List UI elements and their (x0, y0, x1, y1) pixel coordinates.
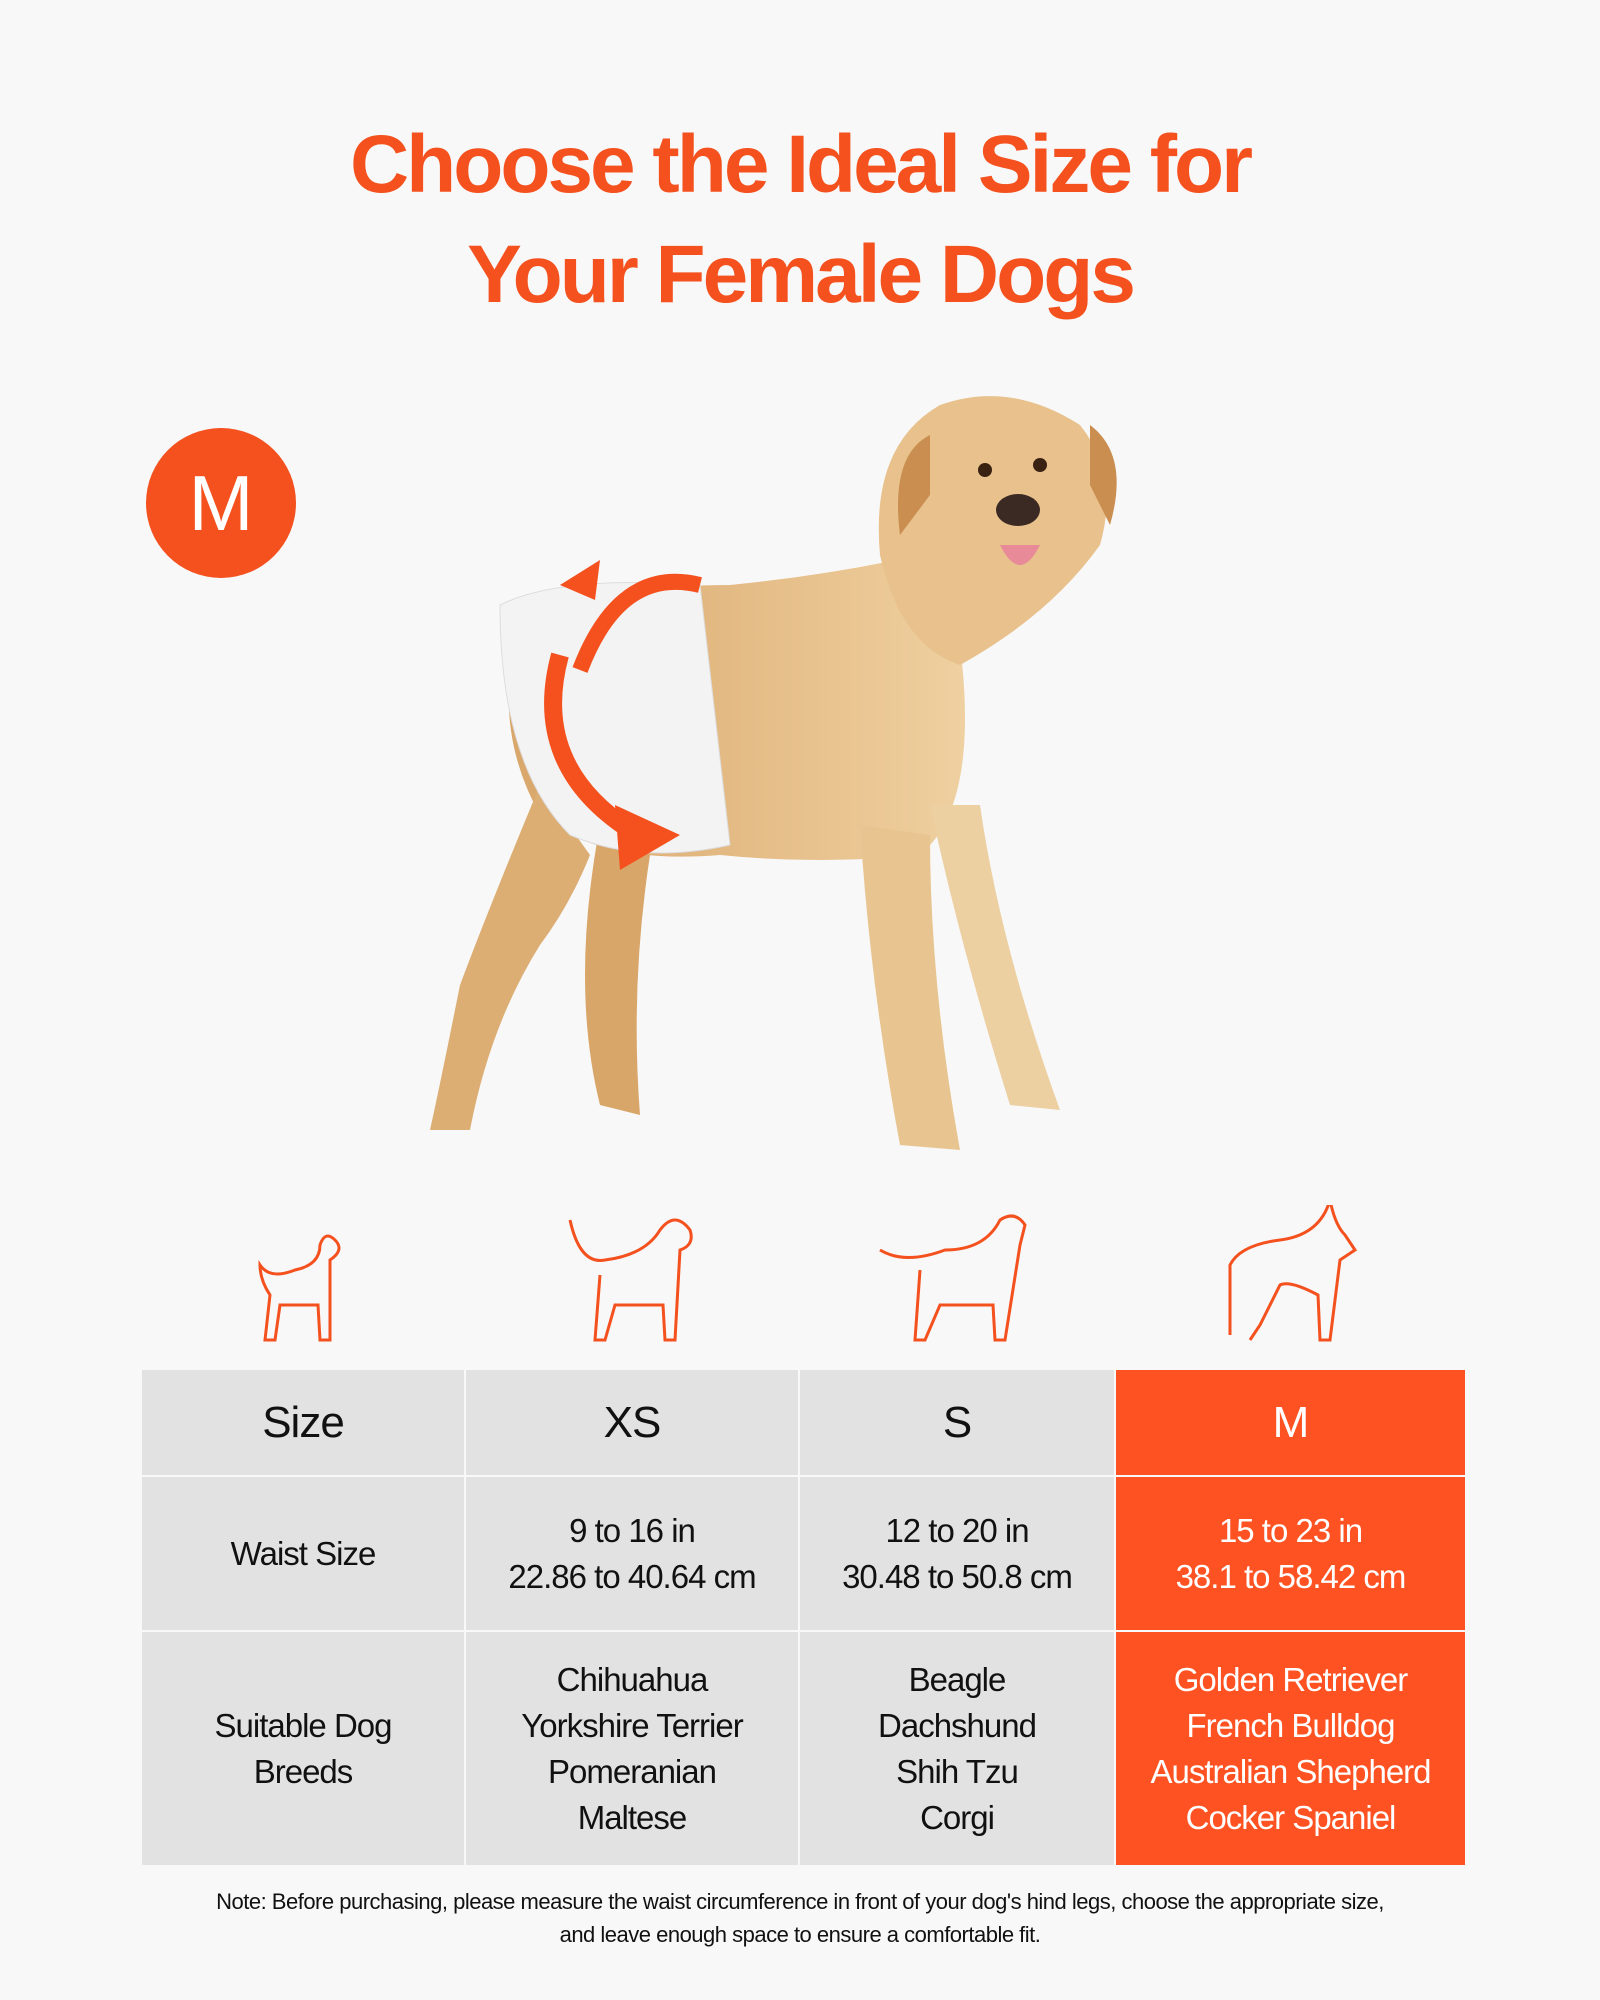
cell-s-waist: 12 to 20 in 30.48 to 50.8 cm (798, 1475, 1116, 1632)
waist-in: 12 to 20 in (885, 1511, 1029, 1549)
breed: Golden Retriever (1173, 1660, 1408, 1698)
dachshund-outline-icon (879, 1214, 1027, 1342)
doberman-outline-icon (1228, 1205, 1358, 1342)
cell-s-breeds: Beagle Dachshund Shih Tzu Corgi (798, 1630, 1116, 1867)
row-label: Waist Size (140, 1475, 466, 1632)
small-dog-outline-icon (258, 1234, 341, 1342)
breed: Chihuahua (556, 1660, 709, 1698)
header-xs: XS (464, 1368, 800, 1477)
row-label: Suitable Dog Breeds (140, 1630, 466, 1867)
header-s: S (798, 1368, 1116, 1477)
cell-xs-waist: 9 to 16 in 22.86 to 40.64 cm (464, 1475, 800, 1632)
page-title-line-2: Your Female Dogs (467, 229, 1136, 320)
cell-xs-breeds: Chihuahua Yorkshire Terrier Pomeranian Malt… (464, 1630, 800, 1867)
beagle-outline-icon (568, 1218, 693, 1342)
breed: Beagle (908, 1660, 1007, 1698)
table-header-row: Size XS S M (140, 1368, 1467, 1477)
waist-in: 15 to 23 in (1218, 1511, 1363, 1549)
note-line-1: Note: Before purchasing, please measure … (216, 1889, 1384, 1914)
breed: Shih Tzu (896, 1752, 1019, 1790)
waist-cm: 38.1 to 58.42 cm (1175, 1557, 1407, 1595)
breed: Dachshund (878, 1706, 1037, 1744)
label-line: Breeds (253, 1752, 354, 1790)
waist-cm: 22.86 to 40.64 cm (508, 1557, 756, 1595)
measurement-note: Note: Before purchasing, please measure … (0, 1885, 1600, 1951)
breed: Australian Shepherd (1150, 1752, 1431, 1790)
breed: French Bulldog (1186, 1706, 1396, 1744)
cell-m-waist: 15 to 23 in 38.1 to 58.42 cm (1114, 1475, 1467, 1632)
size-chart-table: Size XS S M Waist Size 9 to 16 in 22.86 t… (140, 1368, 1467, 1867)
dog-with-diaper-image (430, 396, 1117, 1150)
breed: Maltese (577, 1798, 688, 1836)
header-size: Size (140, 1368, 466, 1477)
page-title-line-1: Choose the Ideal Size for (349, 119, 1253, 210)
breed: Pomeranian (548, 1752, 717, 1790)
table-row-breeds: Suitable Dog Breeds Chihuahua Yorkshire Te… (140, 1630, 1467, 1867)
breed: Yorkshire Terrier (521, 1706, 743, 1744)
table-row-waist: Waist Size 9 to 16 in 22.86 to 40.64 cm 1… (140, 1475, 1467, 1632)
breed: Corgi (920, 1798, 995, 1836)
waist-in: 9 to 16 in (569, 1511, 696, 1549)
breed: Cocker Spaniel (1185, 1798, 1397, 1836)
waist-cm: 30.48 to 50.8 cm (842, 1557, 1073, 1595)
label-line: Suitable Dog (214, 1706, 393, 1744)
note-line-2: and leave enough space to ensure a comfo… (559, 1922, 1041, 1947)
header-m: M (1114, 1368, 1467, 1477)
cell-m-breeds: Golden Retriever French Bulldog Australian… (1114, 1630, 1467, 1867)
size-badge: M (146, 428, 296, 578)
